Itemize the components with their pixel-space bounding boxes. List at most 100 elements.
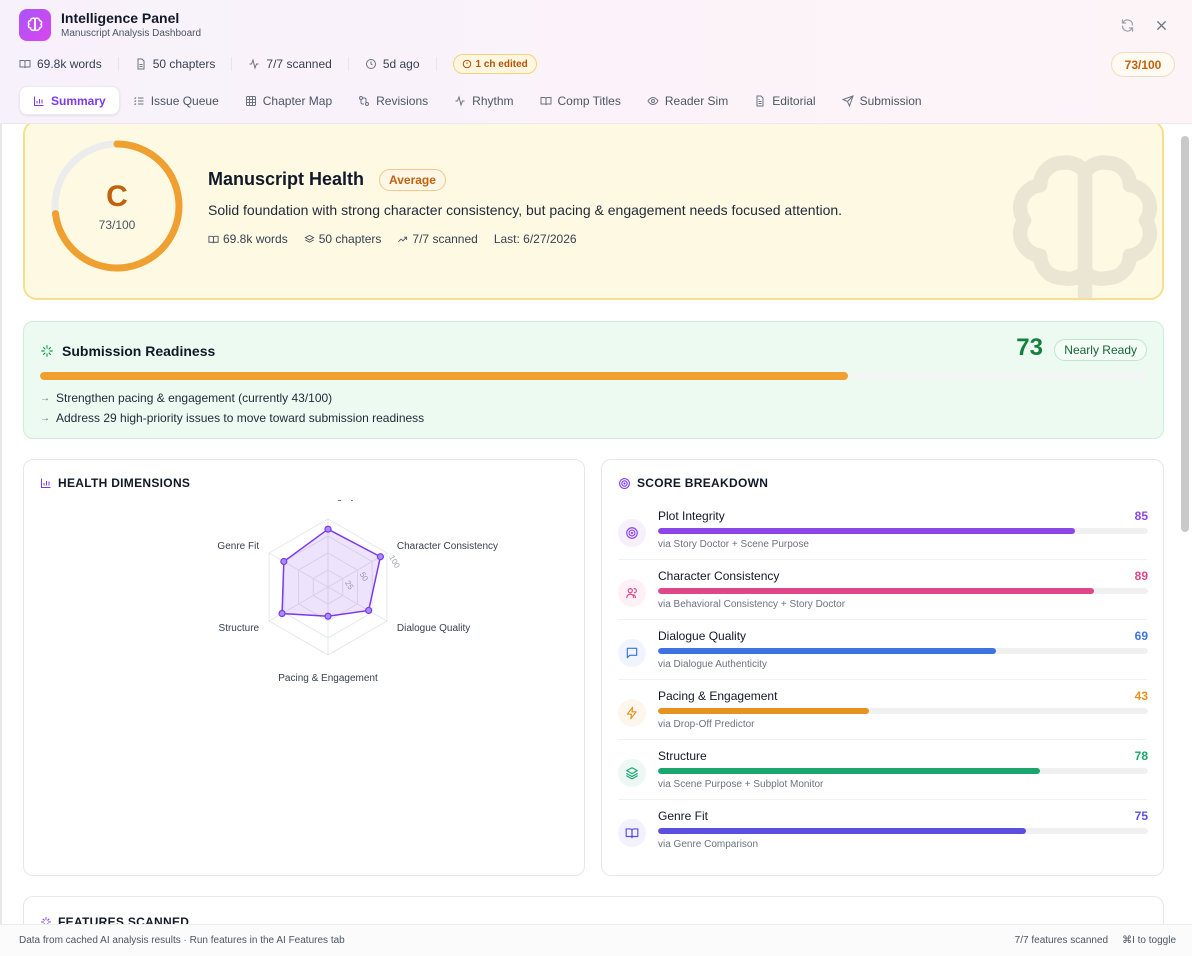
radar-point xyxy=(324,612,332,620)
readiness-title: Submission Readiness xyxy=(62,343,216,359)
score-bar xyxy=(658,648,1148,654)
git-compare-icon xyxy=(359,95,370,106)
score-source: via Genre Comparison xyxy=(658,839,759,850)
health-score: 73/100 xyxy=(98,218,136,232)
footer-shortcut-hint: ⌘I to toggle xyxy=(1122,935,1176,946)
panel-header: Intelligence Panel Manuscript Analysis D… xyxy=(0,0,1192,124)
radar-series-area xyxy=(281,528,382,617)
score-value: 85 xyxy=(1134,509,1148,523)
radar-tick-label: 100 xyxy=(387,554,402,571)
health-meta: 69.8k words 50 chapters 7/7 scanned Last… xyxy=(208,232,577,246)
pulse-icon xyxy=(455,94,465,107)
radar-axis-line xyxy=(327,552,388,588)
submission-readiness-card: Submission Readiness 73 Nearly Ready → St… xyxy=(23,321,1164,439)
score-value: 78 xyxy=(1134,749,1148,763)
panel-title: Intelligence Panel xyxy=(61,10,180,26)
score-value: 43 xyxy=(1134,689,1148,703)
score-row-genre-fit: Genre Fit 75 via Genre Comparison xyxy=(618,809,1148,867)
tab-revisions[interactable]: Revisions xyxy=(345,86,441,115)
close-icon xyxy=(1156,20,1166,30)
health-radar-chart: 2550100Plot IntegrityCharacter Consisten… xyxy=(217,500,498,684)
score-row-pacing-engagement: Pacing & Engagement 43 via Drop-Off Predic… xyxy=(618,689,1148,747)
radar-point xyxy=(280,557,288,566)
panel-subtitle: Manuscript Analysis Dashboard xyxy=(61,28,202,39)
activity-icon xyxy=(249,58,259,70)
radar-axis-label: Dialogue Quality xyxy=(397,623,470,634)
radar-point xyxy=(376,553,385,561)
score-bar xyxy=(658,828,1148,834)
tab-chapter-map[interactable]: Chapter Map xyxy=(232,86,345,115)
footer-features-count: 7/7 features scanned xyxy=(1014,935,1109,946)
bar-chart-icon xyxy=(34,96,44,106)
health-dimensions-card: HEALTH DIMENSIONS 2550100Plot IntegrityC… xyxy=(23,459,585,876)
score-breakdown-title: SCORE BREAKDOWN xyxy=(637,476,769,490)
score-row-character-consistency: Character Consistency 89 via Behavioral Co… xyxy=(618,569,1148,627)
bar-chart-icon xyxy=(41,478,51,488)
book-open-icon xyxy=(540,96,551,105)
manuscript-health-card: C 73/100 Manuscript Health Average Solid… xyxy=(23,124,1164,300)
score-source: via Story Doctor + Scene Purpose xyxy=(658,539,809,550)
score-bar-fill xyxy=(658,828,1026,834)
list-check-icon xyxy=(133,96,144,105)
content-scrollbar[interactable] xyxy=(1181,136,1189,532)
score-value: 69 xyxy=(1134,629,1148,643)
readiness-badge: Nearly Ready xyxy=(1054,339,1147,361)
score-value: 89 xyxy=(1134,569,1148,583)
message-icon xyxy=(618,639,646,667)
score-value: 75 xyxy=(1134,809,1148,823)
health-title: Manuscript Health xyxy=(208,169,365,189)
file-icon xyxy=(137,58,145,70)
score-bar xyxy=(658,528,1148,534)
meta-chapters: 50 chapters xyxy=(135,57,215,71)
summary-content[interactable]: C 73/100 Manuscript Health Average Solid… xyxy=(0,124,1192,924)
manuscript-meta: 69.8k words 50 chapters 7/7 scanned 5d a… xyxy=(19,54,537,74)
tab-reader-sim[interactable]: Reader Sim xyxy=(634,86,741,115)
score-bar-fill xyxy=(658,528,1075,534)
send-icon xyxy=(841,94,854,107)
refresh-button[interactable] xyxy=(1116,14,1138,36)
users-icon xyxy=(618,579,646,607)
score-name: Pacing & Engagement xyxy=(658,689,778,703)
target-icon xyxy=(619,477,630,489)
tab-rhythm[interactable]: Rhythm xyxy=(441,86,526,115)
arrow-right-icon: → xyxy=(40,412,50,424)
layers-icon xyxy=(304,234,315,243)
book-icon xyxy=(618,819,646,847)
radar-point xyxy=(278,609,286,618)
score-source: via Dialogue Authenticity xyxy=(658,659,767,670)
radar-axis-line xyxy=(268,586,329,622)
score-bar-fill xyxy=(658,768,1041,774)
grid-icon xyxy=(245,95,256,106)
alert-circle-icon xyxy=(462,59,471,69)
radar-axis-label: Structure xyxy=(219,623,260,634)
readiness-score: 73 xyxy=(1016,334,1043,361)
footer-note: Data from cached AI analysis results · R… xyxy=(19,935,345,946)
tab-submission[interactable]: Submission xyxy=(829,86,935,115)
close-button[interactable] xyxy=(1150,14,1172,36)
bolt-icon xyxy=(618,699,646,727)
eye-icon xyxy=(647,96,659,105)
meta-words: 69.8k words xyxy=(19,57,102,71)
readiness-progress-fill xyxy=(40,372,849,380)
score-source: via Drop-Off Predictor xyxy=(658,719,755,730)
tab-summary[interactable]: Summary xyxy=(19,86,120,115)
radar-axis-label: Character Consistency xyxy=(397,541,498,552)
target-icon xyxy=(618,519,646,547)
features-scanned-title: FEATURES SCANNED xyxy=(58,915,190,924)
features-scanned-card: FEATURES SCANNED xyxy=(23,896,1164,924)
tab-issue-queue[interactable]: Issue Queue xyxy=(120,86,232,115)
tab-comp-titles[interactable]: Comp Titles xyxy=(527,86,634,115)
edited-badge: 1 ch edited xyxy=(452,54,537,74)
file-text-icon xyxy=(756,95,764,106)
score-name: Character Consistency xyxy=(658,569,780,583)
score-name: Genre Fit xyxy=(658,809,709,823)
health-chapters: 50 chapters xyxy=(318,232,382,246)
score-bar-fill xyxy=(658,648,997,654)
sparkles-icon xyxy=(41,917,51,924)
overall-score-pill: 73/100 xyxy=(1111,52,1175,77)
radar-axis-label: Plot Integrity xyxy=(300,500,356,502)
refresh-icon xyxy=(1121,18,1133,32)
tab-editorial[interactable]: Editorial xyxy=(741,86,828,115)
radar-axis-label: Pacing & Engagement xyxy=(278,673,378,684)
